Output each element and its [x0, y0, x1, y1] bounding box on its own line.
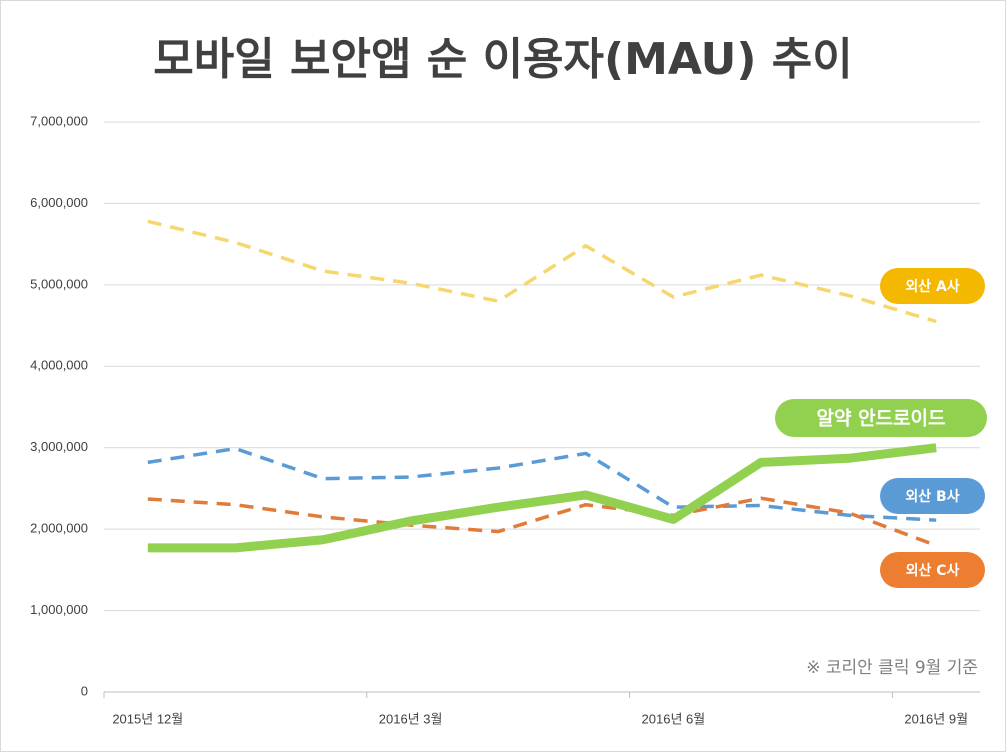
series-line	[147, 443, 937, 553]
annotation: ※ 코리안 클릭 9월 기준	[806, 658, 978, 678]
legend-label: 알약 안드로이드	[817, 408, 946, 430]
legend-pill	[775, 399, 987, 437]
x-tick-label: 2016년 6월	[642, 711, 706, 726]
x-tick-label: 2016년 9월	[904, 711, 968, 726]
series-line	[147, 496, 937, 548]
legend-label: 외산 B사	[905, 488, 959, 505]
series-line	[147, 219, 937, 324]
y-tick-label: 5,000,000	[30, 276, 88, 291]
legend-pill	[880, 478, 985, 514]
y-tick-label: 0	[81, 683, 88, 698]
legend-pill	[880, 268, 985, 304]
legend-label: 외산 C사	[906, 562, 960, 579]
y-tick-label: 3,000,000	[30, 439, 88, 454]
y-tick-label: 1,000,000	[30, 602, 88, 617]
chart-title: 모바일 보안앱 순 이용자(MAU) 추이	[153, 34, 852, 85]
y-tick-label: 2,000,000	[30, 521, 88, 536]
legend-pill	[880, 552, 985, 588]
y-tick-label: 4,000,000	[30, 358, 88, 373]
series-line	[147, 446, 937, 522]
y-tick-label: 7,000,000	[30, 113, 88, 128]
y-tick-label: 6,000,000	[30, 195, 88, 210]
legend-label: 외산 A사	[905, 278, 959, 295]
x-tick-label: 2015년 12월	[112, 711, 183, 726]
x-tick-label: 2016년 3월	[379, 711, 443, 726]
